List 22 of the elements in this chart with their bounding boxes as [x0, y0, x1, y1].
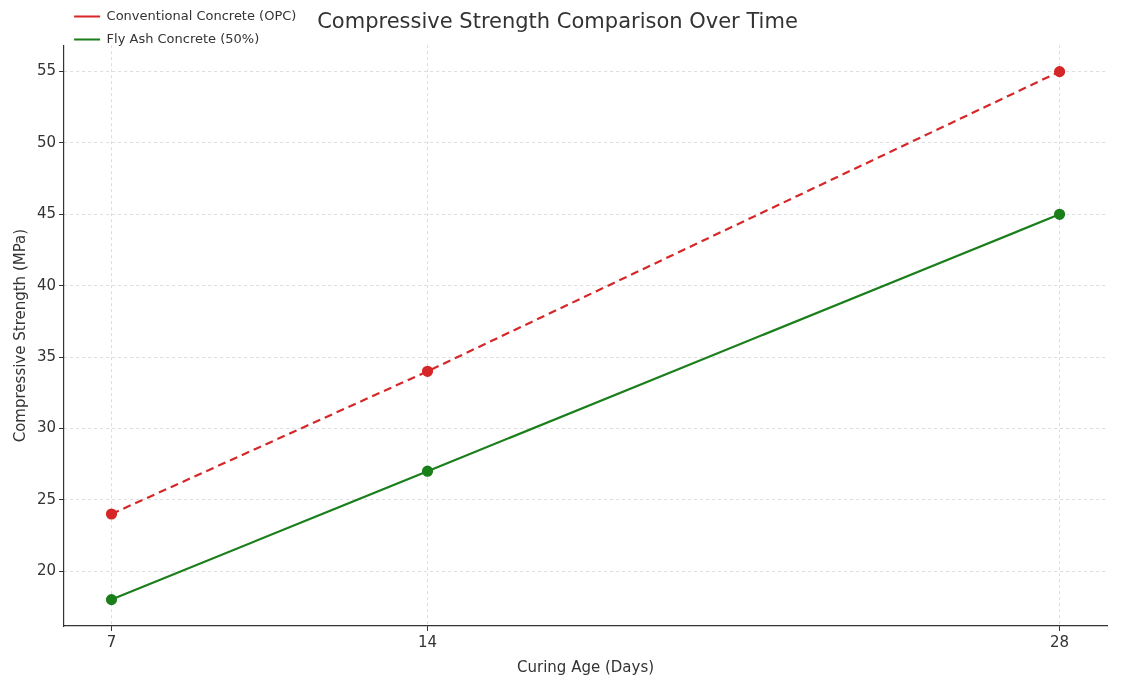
x-tick-label: 14 — [417, 632, 438, 651]
y-tick-label: 35 — [36, 346, 57, 365]
x-tick-label: 28 — [1050, 632, 1070, 651]
y-tick-label: 30 — [36, 418, 57, 437]
y-tick-label: 40 — [36, 275, 57, 294]
point — [1053, 66, 1066, 78]
y-tick-label: 50 — [36, 132, 57, 151]
legend-label: Conventional Concrete (OPC) — [106, 7, 297, 23]
point — [1053, 208, 1066, 220]
chart-title: Compressive Strength Comparison Over Time — [317, 9, 798, 34]
y-axis-title: Compressive Strength (MPa) — [10, 228, 29, 443]
y-tick-label: 45 — [36, 204, 57, 223]
point — [105, 594, 118, 606]
point — [105, 508, 118, 520]
legend-label: Fly Ash Concrete (50%) — [106, 30, 260, 46]
point — [421, 465, 434, 477]
y-tick-label: 55 — [36, 61, 57, 80]
x-axis-title: Curing Age (Days) — [517, 657, 655, 676]
y-tick-label: 25 — [36, 489, 57, 508]
x-tick-label: 7 — [106, 632, 117, 651]
point — [421, 365, 434, 377]
y-tick-label: 20 — [36, 560, 57, 579]
